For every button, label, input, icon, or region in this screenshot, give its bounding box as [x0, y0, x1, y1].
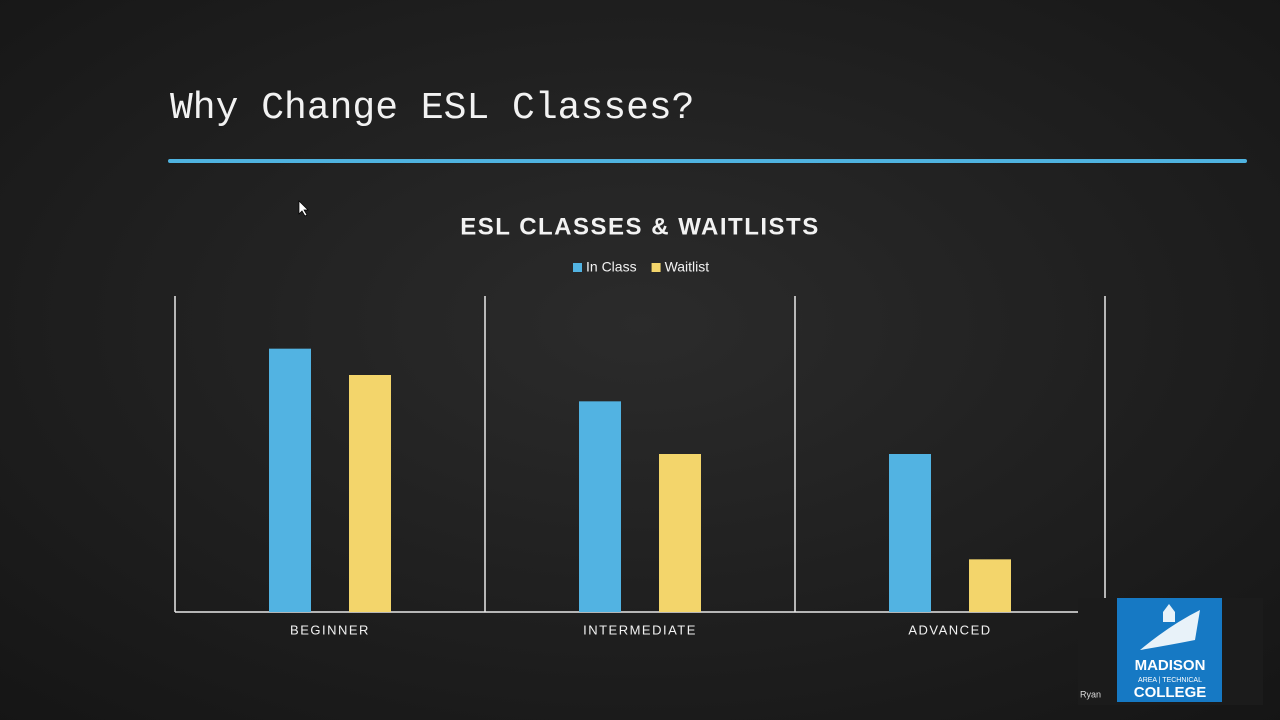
legend-label: In Class — [586, 259, 637, 275]
chart-title: ESL CLASSES & WAITLISTS — [460, 213, 819, 240]
bar — [889, 454, 931, 612]
bar — [659, 454, 701, 612]
bar — [969, 559, 1011, 612]
chart: In Class Waitlist BEGINNER INTERMEDIATE ADVA… — [174, 259, 1106, 637]
logo-text: COLLEGE — [1134, 684, 1207, 701]
bar — [269, 348, 311, 612]
legend-swatch — [651, 263, 661, 272]
logo-emblem — [1140, 604, 1200, 650]
bar — [349, 375, 391, 612]
bar — [579, 401, 621, 612]
logo-text: MADISON — [1135, 657, 1206, 674]
x-tick-label: ADVANCED — [908, 622, 991, 637]
x-tick-label: INTERMEDIATE — [583, 622, 697, 637]
legend-label: Waitlist — [665, 259, 710, 275]
presenter-name: Ryan — [1080, 689, 1101, 699]
legend-swatch — [573, 263, 582, 272]
x-tick-label: BEGINNER — [290, 622, 370, 637]
mouse-pointer — [298, 200, 309, 217]
slide-title: Why Change ESL Classes? — [170, 87, 695, 130]
logo-text: AREA | TECHNICAL — [1138, 677, 1202, 684]
